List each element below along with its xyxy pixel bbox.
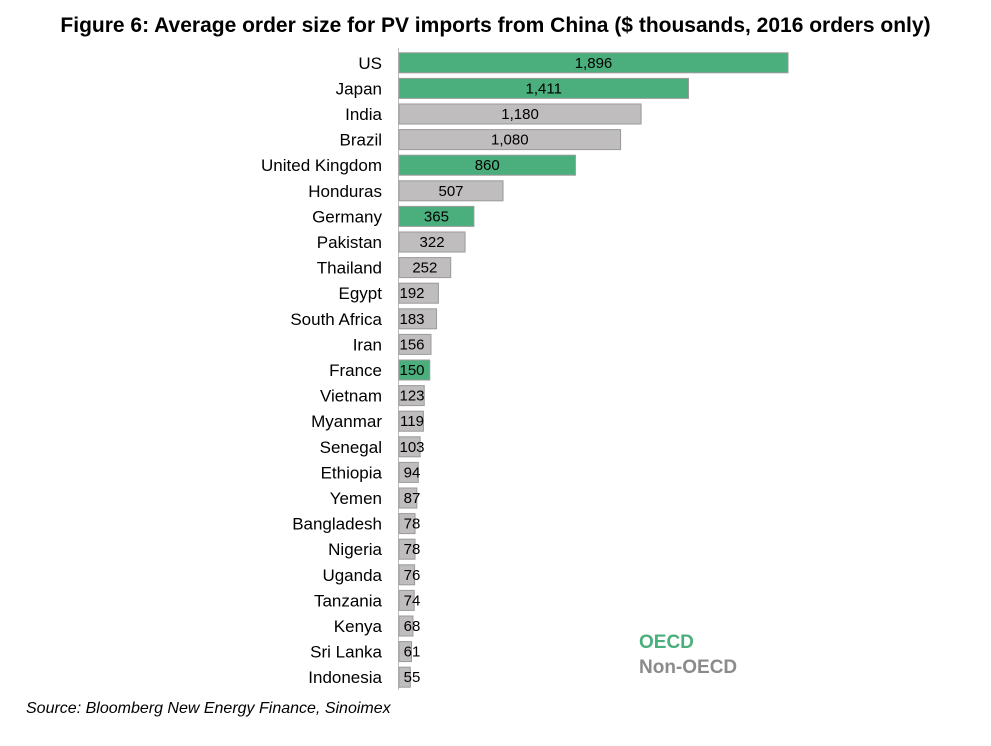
category-label: Nigeria: [328, 540, 382, 559]
category-label: South Africa: [290, 310, 382, 329]
category-label: Bangladesh: [292, 515, 382, 534]
bar-oecd: [398, 154, 576, 176]
category-label: US: [358, 54, 382, 73]
category-label: Yemen: [330, 489, 382, 508]
category-label: Kenya: [334, 617, 383, 636]
legend-non-oecd: Non-OECD: [639, 657, 738, 678]
category-label: Uganda: [322, 566, 382, 585]
data-label: 74: [404, 592, 421, 609]
bar-non-oecd: [398, 666, 411, 688]
data-label: 252: [412, 260, 437, 277]
category-label: Germany: [312, 207, 382, 226]
data-label: 119: [400, 413, 424, 430]
bar-non-oecd: [398, 385, 425, 407]
bar-oecd: [398, 359, 431, 381]
data-label: 192: [399, 285, 424, 302]
bar-non-oecd: [398, 538, 416, 560]
data-label: 55: [404, 669, 421, 686]
category-label: Japan: [336, 79, 382, 98]
data-label: 103: [399, 439, 424, 456]
category-label: Thailand: [317, 259, 382, 278]
category-label: Senegal: [320, 438, 382, 457]
data-label: 61: [404, 644, 421, 661]
bar-non-oecd: [398, 180, 504, 202]
category-label: India: [345, 105, 382, 124]
category-label: Ethiopia: [321, 463, 383, 482]
bar-non-oecd: [398, 436, 421, 458]
data-label: 183: [399, 311, 424, 328]
category-label: Myanmar: [311, 412, 382, 431]
data-label: 365: [424, 208, 449, 225]
category-label: Pakistan: [317, 233, 382, 252]
bar-non-oecd: [398, 410, 424, 432]
data-label: 1,411: [526, 80, 562, 97]
bar-chart: US 1,896 Japan 1,411 India 1,180 Brazil 1,080 Un…: [261, 48, 789, 690]
bar-non-oecd: [398, 564, 416, 586]
bar-non-oecd: [398, 641, 413, 663]
category-label: France: [329, 361, 382, 380]
bar-non-oecd: [398, 513, 416, 535]
data-label: 507: [438, 183, 463, 200]
category-label: Iran: [353, 335, 382, 354]
bar-non-oecd: [398, 257, 452, 279]
bar-non-oecd: [398, 231, 466, 253]
category-label: Sri Lanka: [310, 643, 382, 662]
bar-non-oecd: [398, 129, 622, 151]
bar-non-oecd: [398, 487, 418, 509]
data-label: 78: [404, 516, 421, 533]
data-label: 150: [399, 362, 424, 379]
data-label: 860: [475, 157, 500, 174]
bar-oecd: [398, 52, 789, 74]
category-label: Tanzania: [314, 591, 383, 610]
bar-non-oecd: [398, 282, 439, 304]
data-label: 87: [404, 490, 421, 507]
bar-non-oecd: [398, 103, 642, 125]
legend-oecd: OECD: [639, 632, 694, 653]
bar-non-oecd: [398, 589, 415, 611]
category-label: Vietnam: [320, 387, 382, 406]
bar-oecd: [398, 205, 475, 227]
bar-non-oecd: [398, 308, 438, 330]
data-label: 1,180: [501, 106, 539, 123]
data-label: 1,080: [491, 132, 529, 149]
category-label: Indonesia: [308, 668, 382, 687]
data-label: 123: [399, 388, 424, 405]
bar-non-oecd: [398, 615, 414, 637]
data-label: 322: [420, 234, 445, 251]
bar-oecd: [398, 77, 689, 99]
data-label: 1,896: [575, 55, 613, 72]
data-label: 68: [404, 618, 421, 635]
data-label: 156: [399, 336, 424, 353]
category-label: Honduras: [308, 182, 382, 201]
data-label: 76: [404, 567, 421, 584]
category-label: Brazil: [339, 131, 382, 150]
bar-non-oecd: [398, 461, 419, 483]
source-note: Source: Bloomberg New Energy Finance, Si…: [26, 700, 391, 717]
data-label: 78: [404, 541, 421, 558]
bar-non-oecd: [398, 333, 432, 355]
data-label: 94: [404, 464, 421, 481]
chart-title: Figure 6: Average order size for PV impo…: [60, 14, 931, 37]
category-label: United Kingdom: [261, 156, 382, 175]
category-label: Egypt: [339, 284, 383, 303]
